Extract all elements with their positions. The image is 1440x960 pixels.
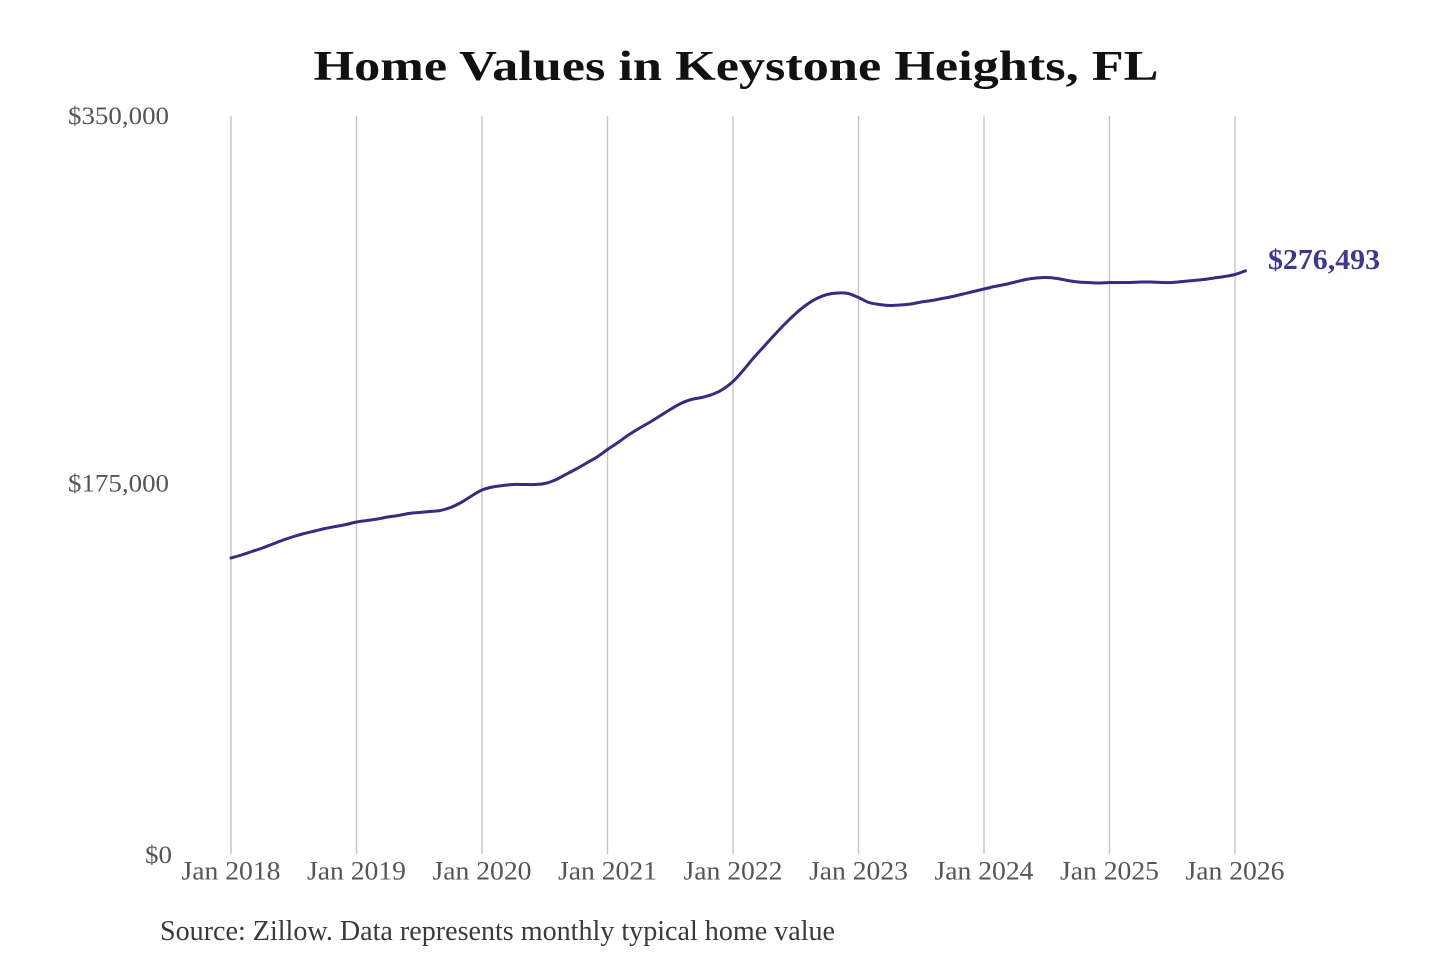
svg-text:Source: Zillow. Data represent: Source: Zillow. Data represents monthly … [160,915,835,947]
svg-text:Jan 2026: Jan 2026 [1186,857,1285,886]
svg-text:Jan 2025: Jan 2025 [1060,857,1159,886]
svg-text:$175,000: $175,000 [68,469,169,498]
svg-text:Jan 2020: Jan 2020 [433,857,532,886]
svg-text:$276,493: $276,493 [1268,245,1380,276]
svg-text:Jan 2021: Jan 2021 [558,857,657,886]
svg-text:Home Values in Keystone Height: Home Values in Keystone Heights, FL [314,44,1159,90]
svg-text:Jan 2023: Jan 2023 [809,857,908,886]
svg-text:Jan 2022: Jan 2022 [684,857,783,886]
svg-text:Jan 2019: Jan 2019 [307,857,406,886]
svg-text:Jan 2018: Jan 2018 [182,857,281,886]
svg-text:$0: $0 [145,840,172,869]
svg-text:Jan 2024: Jan 2024 [935,857,1034,886]
svg-text:$350,000: $350,000 [68,101,169,130]
